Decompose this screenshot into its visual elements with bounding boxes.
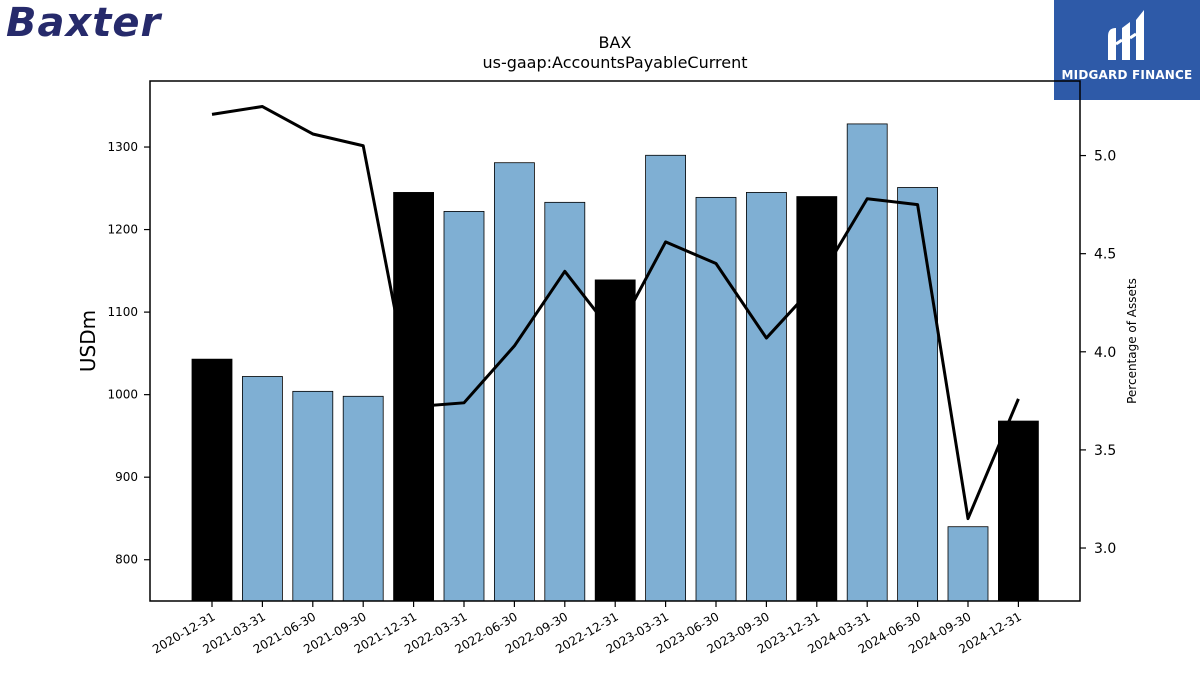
chart-subtitle: us-gaap:AccountsPayableCurrent: [482, 53, 747, 72]
bar-2020-12-31: [191, 358, 233, 602]
bar-2024-06-30: [897, 187, 938, 602]
bar-2021-06-30: [292, 390, 334, 602]
y2-tick-label: 5.0: [1094, 149, 1116, 165]
bars-layer: [191, 123, 1039, 602]
y-tick-label: 800: [115, 553, 138, 567]
bar-2024-03-31: [846, 123, 888, 602]
bar-2022-06-30: [493, 162, 535, 602]
right-axis: 3.0 3.5 4.0 4.5 5.0: [1080, 149, 1116, 557]
y-tick-label: 1100: [107, 305, 138, 319]
bar-2021-03-31: [241, 376, 283, 602]
y-tick-label: 900: [115, 470, 138, 484]
y2-tick-label: 3.0: [1094, 541, 1116, 557]
x-axis: 2020-12-312021-03-312021-06-302021-09-30…: [150, 601, 1024, 656]
bar-2021-12-31: [393, 192, 435, 602]
chart-title: BAX: [599, 33, 632, 52]
bar-2023-03-31: [645, 154, 686, 602]
y-tick-label: 1300: [107, 140, 138, 154]
y-tick-label: 1200: [107, 223, 138, 237]
badge-label: MIDGARD FINANCE: [1061, 68, 1193, 82]
line-layer: [211, 105, 1020, 521]
bar-2022-03-31: [443, 211, 485, 602]
bar-2022-09-30: [544, 201, 586, 602]
bar-2022-12-31: [594, 279, 636, 602]
percentage-line: [211, 105, 1020, 521]
left-axis: 800 900 1000 1100 1200 1300: [107, 140, 150, 567]
midgard-finance-badge: MIDGARD FINANCE: [1054, 0, 1200, 100]
bar-2023-12-31: [796, 196, 838, 602]
y-axis-label: USDm: [76, 310, 100, 372]
bar-2024-09-30: [947, 526, 989, 602]
bar-2023-09-30: [746, 192, 787, 602]
bar-2021-09-30: [342, 395, 384, 602]
midgard-logo-icon: [1108, 10, 1144, 60]
y2-tick-label: 4.0: [1094, 345, 1116, 361]
baxter-logo: Baxter: [6, 0, 162, 46]
y2-tick-label: 3.5: [1094, 443, 1116, 459]
y2-tick-label: 4.5: [1094, 247, 1116, 263]
y-tick-label: 1000: [107, 388, 138, 402]
bar-2024-12-31: [998, 420, 1039, 602]
y2-axis-label: Percentage of Assets: [1125, 278, 1139, 404]
